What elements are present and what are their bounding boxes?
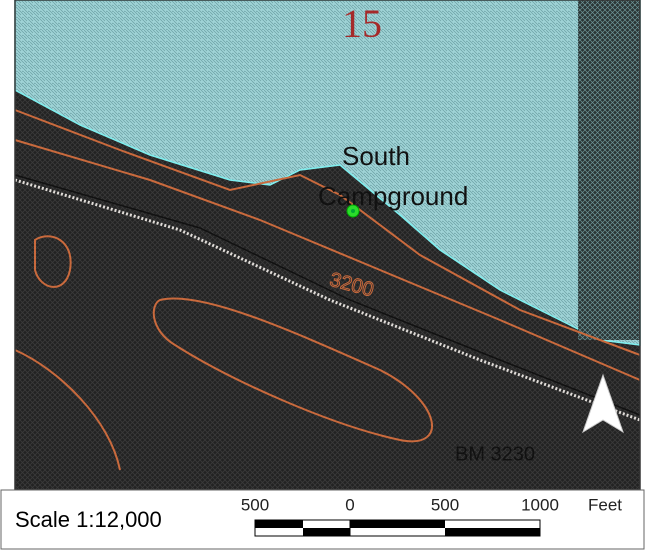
scale-tick-label: 1000 bbox=[521, 495, 559, 514]
page: 15 South Campground 3200 BM 3230 Scale 1… bbox=[0, 0, 645, 550]
location-marker-center bbox=[351, 209, 355, 213]
benchmark-label: BM 3230 bbox=[455, 443, 535, 465]
scale-bar bbox=[255, 520, 540, 536]
dark-strip bbox=[578, 0, 640, 340]
scale-text: Scale 1:12,000 bbox=[15, 507, 162, 532]
section-number: 15 bbox=[342, 1, 382, 46]
scale-segment bbox=[255, 520, 303, 528]
scale-tick-label: 500 bbox=[241, 495, 269, 514]
scale-segment bbox=[445, 528, 540, 536]
scale-tick-label: 500 bbox=[431, 495, 459, 514]
place-label: South bbox=[342, 141, 410, 171]
scale-unit: Feet bbox=[588, 495, 622, 514]
map-frame: 15 South Campground 3200 BM 3230 bbox=[15, 0, 640, 490]
scale-tick-label: 0 bbox=[345, 495, 354, 514]
scale-segment bbox=[303, 528, 350, 536]
map-view: 15 South Campground 3200 BM 3230 Scale 1… bbox=[0, 0, 645, 550]
scale-segment bbox=[350, 520, 445, 528]
place-label: Campground bbox=[318, 181, 468, 211]
